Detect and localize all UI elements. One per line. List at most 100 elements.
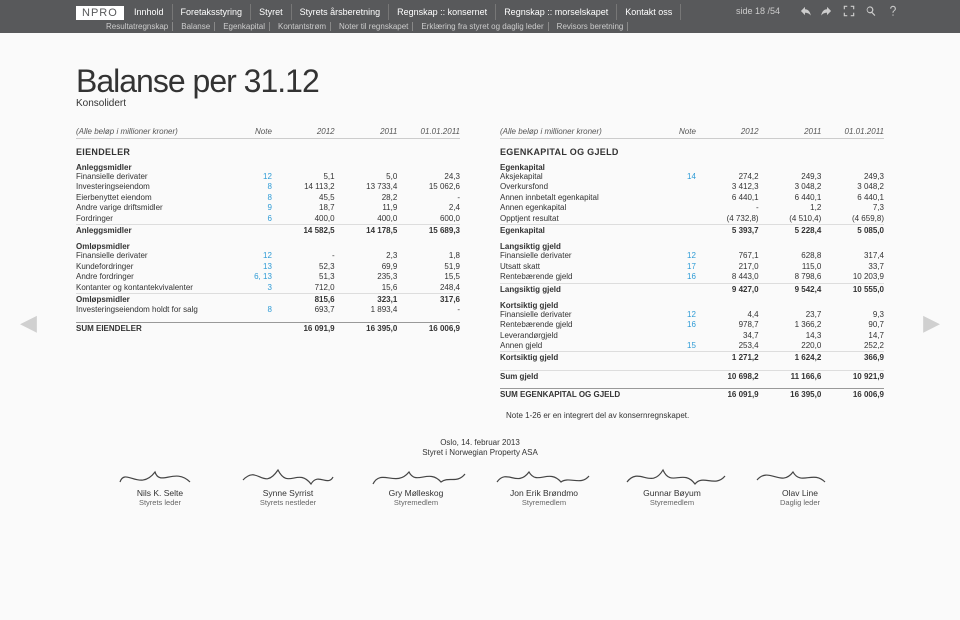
row-label: Kontanter og kontantekvivalenter [76,283,233,293]
prev-page-arrow[interactable]: ◀ [20,310,37,336]
row-note[interactable]: 8 [233,305,272,315]
row-label: Finansielle derivater [500,310,657,320]
table-row: Investeringseiendom814 113,213 733,415 0… [76,182,460,192]
search-icon[interactable] [864,4,878,21]
row-note[interactable]: 16 [657,272,696,282]
row-val: 3 048,2 [759,182,822,192]
row-label: Eierbenyttet eiendom [76,193,233,203]
signature-role: Styremedlem [352,498,480,507]
col-head: 01.01.2011 [397,127,460,136]
row-val: 8 443,0 [696,272,759,282]
row-label: Investeringseiendom [76,182,233,192]
row-val: 45,5 [272,193,335,203]
row-note[interactable]: 14 [657,172,696,182]
row-val: 15,6 [335,283,398,293]
row-note[interactable]: 6 [233,214,272,224]
subnav-item[interactable]: Revisors beretning [553,22,629,31]
row-note[interactable] [657,193,696,203]
next-page-arrow[interactable]: ▶ [923,310,940,336]
nav-item[interactable]: Innhold [126,4,173,20]
row-note[interactable]: 12 [233,172,272,182]
back-icon[interactable] [798,4,812,21]
row-note[interactable]: 13 [233,262,272,272]
signature-date: Oslo, 14. februar 2013 Styret i Norwegia… [76,438,884,459]
row-note[interactable]: 3 [233,283,272,293]
nav-item[interactable]: Styrets årsberetning [292,4,390,20]
group-head: Omløpsmidler [76,242,460,251]
row-val: 6 440,1 [759,193,822,203]
col-unit: (Alle beløp i millioner kroner) [500,127,657,136]
col-head: 2012 [272,127,335,136]
subnav-item[interactable]: Noter til regnskapet [335,22,413,31]
row-note[interactable]: 12 [657,310,696,320]
row-val: 90,7 [821,320,884,330]
row-note[interactable] [657,203,696,213]
row-note[interactable]: 12 [233,251,272,261]
row-val: 693,7 [272,305,335,315]
nav-item[interactable]: Kontakt oss [617,4,681,20]
subnav-item[interactable]: Balanse [177,22,215,31]
row-val: 317,4 [821,251,884,261]
right-column: (Alle beløp i millioner kroner)Note20122… [500,127,884,401]
row-val: (4 659,8) [821,214,884,224]
row-val: 15 062,6 [397,182,460,192]
row-label: Andre varige driftsmidler [76,203,233,213]
row-val: 14 113,2 [272,182,335,192]
nav-item[interactable]: Regnskap :: konsernet [389,4,496,20]
help-icon[interactable] [886,4,900,21]
row-note[interactable] [657,182,696,192]
row-val: 51,3 [272,272,335,282]
group-sum: Anleggsmidler14 582,514 178,515 689,3 [76,224,460,236]
row-val: (4 510,4) [759,214,822,224]
subnav-item[interactable]: Erklæring fra styret og daglig leder [417,22,548,31]
row-val: 249,3 [759,172,822,182]
row-val: 24,3 [397,172,460,182]
nav-item[interactable]: Regnskap :: morselskapet [496,4,617,20]
row-note[interactable]: 15 [657,341,696,351]
row-val: 400,0 [272,214,335,224]
row-val: 400,0 [335,214,398,224]
row-val: 6 440,1 [821,193,884,203]
row-label: Rentebærende gjeld [500,272,657,282]
table-row: Rentebærende gjeld16978,71 366,290,7 [500,320,884,330]
subnav-item[interactable]: Resultatregnskap [102,22,173,31]
row-note[interactable] [657,214,696,224]
row-label: Andre fordringer [76,272,233,282]
forward-icon[interactable] [820,4,834,21]
row-val: 712,0 [272,283,335,293]
table-row: Opptjent resultat(4 732,8)(4 510,4)(4 65… [500,214,884,224]
signature: Jon Erik BrøndmoStyremedlem [480,488,608,507]
row-note[interactable]: 6, 13 [233,272,272,282]
table-row: Annen innbetalt egenkapital6 440,16 440,… [500,193,884,203]
row-val: 11,9 [335,203,398,213]
row-note[interactable]: 12 [657,251,696,261]
row-note[interactable] [657,331,696,341]
row-note[interactable]: 9 [233,203,272,213]
row-val: 14,3 [759,331,822,341]
row-val: 1,2 [759,203,822,213]
nav-item[interactable]: Styret [251,4,292,20]
row-val: 600,0 [397,214,460,224]
row-val: 28,2 [335,193,398,203]
row-label: Kundefordringer [76,262,233,272]
row-note[interactable]: 17 [657,262,696,272]
subnav-item[interactable]: Kontantstrøm [274,22,331,31]
fullscreen-icon[interactable] [842,4,856,21]
nav-item[interactable]: Foretaksstyring [173,4,252,20]
signature-scribble [233,462,343,492]
row-val: 14,7 [821,331,884,341]
total-row: SUM EGENKAPITAL OG GJELD16 091,916 395,0… [500,388,884,400]
section-title: EIENDELER [76,147,460,157]
footnote: Note 1-26 er en integrert del av konsern… [76,411,884,420]
row-note[interactable]: 16 [657,320,696,330]
row-note[interactable]: 8 [233,182,272,192]
table-row: Fordringer6400,0400,0600,0 [76,214,460,224]
row-val: 217,0 [696,262,759,272]
signature-role: Daglig leder [736,498,864,507]
table-row: Finansielle derivater125,15,024,3 [76,172,460,182]
section-title: EGENKAPITAL OG GJELD [500,147,884,157]
group-head: Kortsiktig gjeld [500,301,884,310]
subnav-item[interactable]: Egenkapital [219,22,270,31]
row-val: - [696,203,759,213]
row-note[interactable]: 8 [233,193,272,203]
